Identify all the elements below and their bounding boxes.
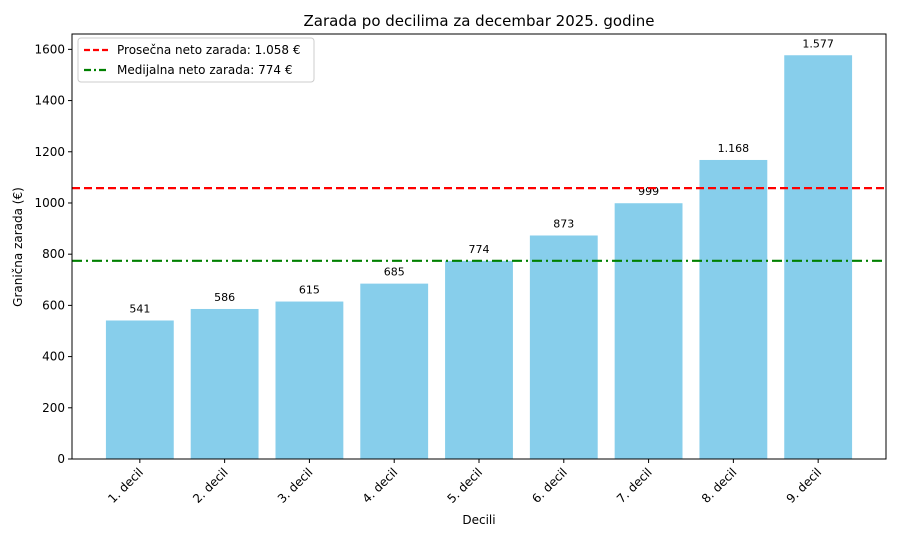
bar-6 — [529, 235, 598, 459]
x-tick-label-7: 7. decil — [614, 465, 655, 506]
x-tick-label-8: 8. decil — [699, 465, 740, 506]
y-tick-label-1400: 1400 — [34, 94, 65, 108]
y-tick-label-400: 400 — [42, 350, 65, 364]
bar-value-label-1: 541 — [129, 302, 150, 315]
bar-9 — [784, 55, 853, 459]
y-tick-label-1200: 1200 — [34, 145, 65, 159]
bar-3 — [275, 301, 344, 459]
bar-value-label-8: 1.168 — [718, 142, 750, 155]
reference-lines-layer — [72, 187, 886, 262]
bar-7 — [614, 203, 683, 459]
y-tick-label-800: 800 — [42, 247, 65, 261]
legend-label-median: Medijalna neto zarada: 774 € — [117, 63, 292, 77]
legend-box — [77, 37, 315, 83]
x-tick-label-2: 2. decil — [190, 465, 231, 506]
y-tick-label-0: 0 — [57, 452, 65, 466]
bar-2 — [190, 308, 259, 459]
bar-value-label-4: 685 — [384, 266, 405, 279]
bar-8 — [699, 159, 768, 459]
y-axis-label: Granična zarada (€) — [11, 187, 25, 307]
y-tick-label-1000: 1000 — [34, 196, 65, 210]
x-tick-label-3: 3. decil — [275, 465, 316, 506]
y-tick-label-600: 600 — [42, 298, 65, 312]
bar-4 — [360, 283, 429, 459]
bar-value-label-9: 1.577 — [802, 37, 834, 50]
bar-value-label-3: 615 — [299, 284, 320, 297]
legend: Prosečna neto zarada: 1.058 € Medijalna … — [77, 37, 315, 83]
bar-5 — [445, 260, 513, 459]
x-tick-label-4: 4. decil — [360, 465, 401, 506]
bar-value-label-2: 586 — [214, 291, 235, 304]
x-tick-label-1: 1. decil — [105, 465, 146, 506]
bar-value-label-5: 774 — [469, 243, 490, 256]
y-tick-label-1600: 1600 — [34, 42, 65, 56]
bar-value-label-6: 873 — [553, 217, 574, 230]
x-tick-label-9: 9. decil — [784, 465, 825, 506]
x-tick-label-5: 5. decil — [444, 465, 485, 506]
legend-label-mean: Prosečna neto zarada: 1.058 € — [117, 43, 300, 57]
chart-title: Zarada po decilima za decembar 2025. god… — [304, 12, 655, 30]
x-tick-label-6: 6. decil — [529, 465, 570, 506]
x-axis-label: Decili — [462, 513, 495, 527]
y-tick-label-200: 200 — [42, 401, 65, 415]
bar-1 — [105, 320, 174, 459]
